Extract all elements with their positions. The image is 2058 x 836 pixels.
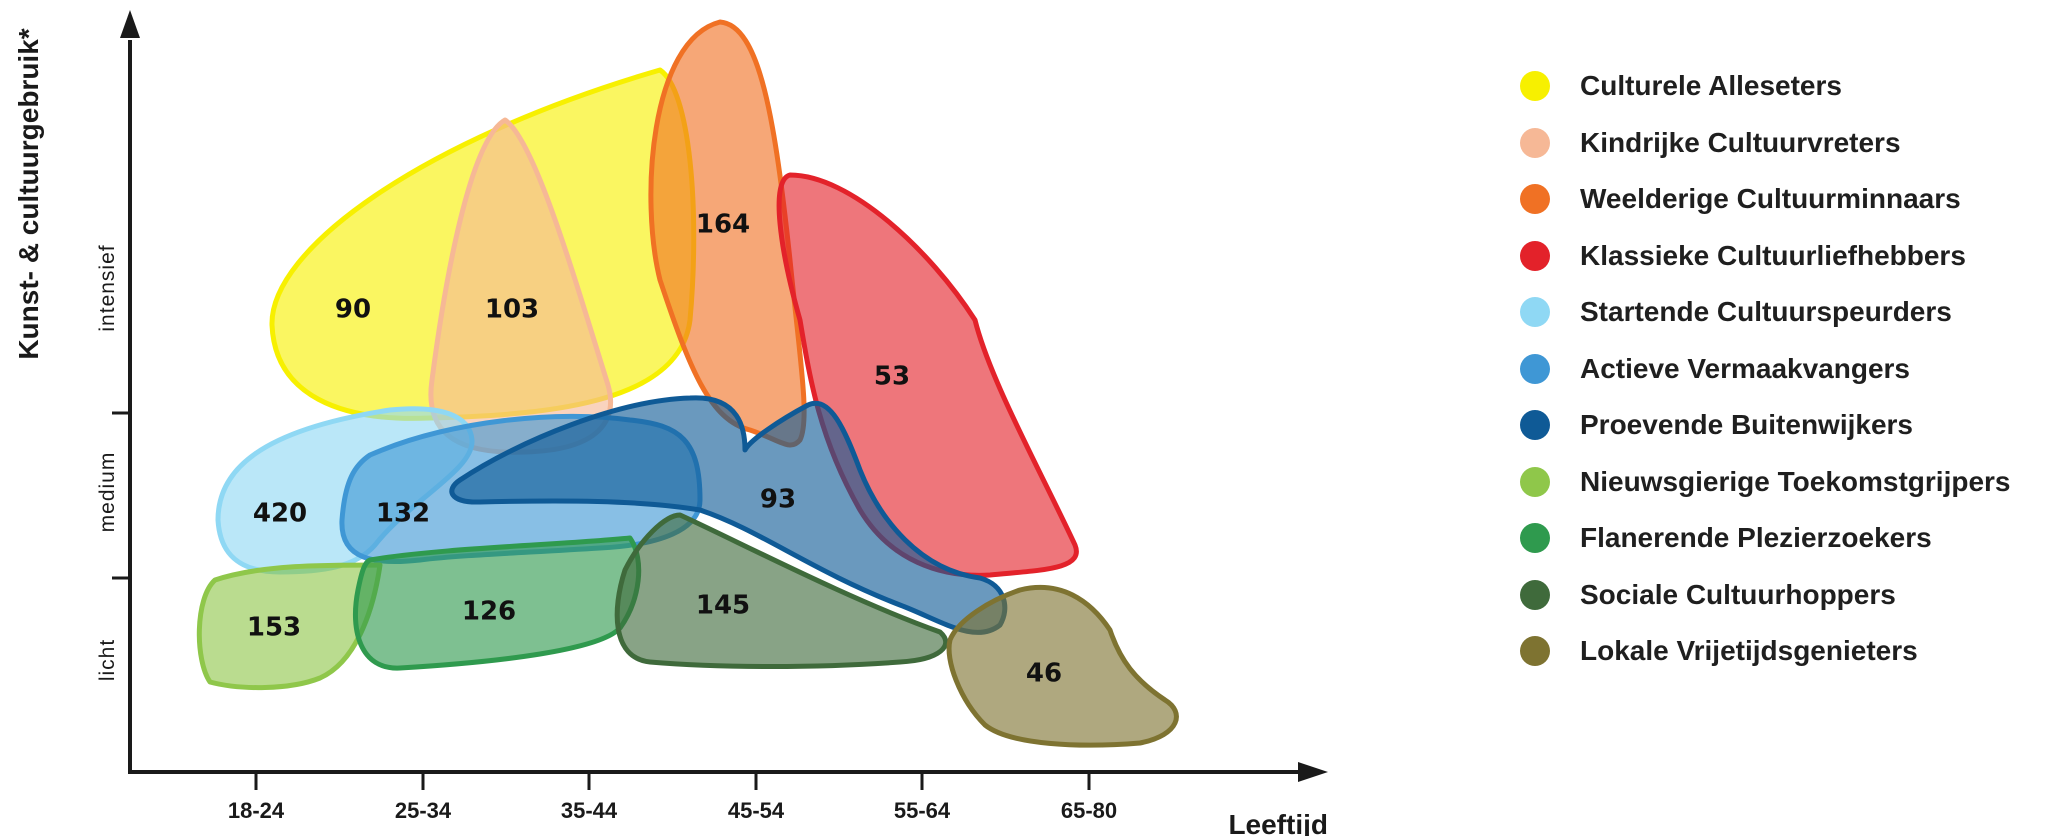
x-tick-label: 65-80 <box>1061 798 1117 823</box>
blob-proevende-buitenwijkers <box>449 395 1008 635</box>
legend-swatch <box>1520 579 1550 610</box>
blob-sociale-cultuurhoppers <box>614 512 949 669</box>
x-tick-label: 45-54 <box>728 798 785 823</box>
legend-swatch <box>1520 127 1550 158</box>
legend-swatch <box>1520 71 1550 102</box>
legend-label: Culturele Alleseters <box>1580 70 1842 102</box>
x-axis-title: Leeftijd <box>1228 809 1328 836</box>
x-axis-arrow <box>1298 762 1328 782</box>
legend-item: Flanerende Plezierzoekers <box>1518 510 2038 567</box>
label-weelderige-cultuurminnaars: 164 <box>696 210 750 240</box>
y-axis-title: Kunst- & cultuurgebruik* <box>13 28 44 359</box>
legend-item: Kindrijke Cultuurvreters <box>1518 115 2038 172</box>
legend-label: Lokale Vrijetijdsgenieters <box>1580 635 1918 667</box>
label-lokale-vrijetijdsgenieters: 46 <box>1026 659 1062 689</box>
legend-swatch <box>1520 184 1550 215</box>
y-axis-arrow <box>120 10 140 38</box>
axes: 18-24 25-34 35-44 45-54 55-64 65-80 lich… <box>13 10 1328 836</box>
legend-label: Sociale Cultuurhoppers <box>1580 578 1896 610</box>
legend-item: Weelderige Cultuurminnaars <box>1518 171 2038 228</box>
y-band-label-medium: medium <box>96 452 119 533</box>
label-nieuwsgierige-toekomstgrijpers: 153 <box>247 613 301 643</box>
legend-swatch <box>1520 240 1550 271</box>
legend-label: Actieve Vermaakvangers <box>1580 352 1910 384</box>
label-klassieke-cultuurliefhebbers: 53 <box>874 362 910 392</box>
x-tick-label: 55-64 <box>894 798 951 823</box>
y-band-label-intensief: intensief <box>96 244 119 331</box>
label-culturele-alleseters: 90 <box>335 295 371 325</box>
legend-label: Flanerende Plezierzoekers <box>1580 522 1932 554</box>
legend-item: Lokale Vrijetijdsgenieters <box>1518 623 2038 680</box>
blob-lokale-vrijetijdsgenieters <box>946 584 1179 748</box>
legend-swatch <box>1520 523 1550 554</box>
legend-item: Klassieke Cultuurliefhebbers <box>1518 228 2038 285</box>
legend-swatch <box>1520 466 1550 497</box>
y-band-label-licht: licht <box>96 639 119 681</box>
legend: Culturele Alleseters Kindrijke Cultuurvre… <box>1518 58 2038 680</box>
legend-label: Proevende Buitenwijkers <box>1580 409 1914 441</box>
legend-swatch <box>1520 636 1550 667</box>
label-actieve-vermaakvangers: 132 <box>376 499 430 529</box>
legend-item: Startende Cultuurspeurders <box>1518 284 2038 341</box>
legend-swatch <box>1520 410 1550 441</box>
legend-label: Nieuwsgierige Toekomstgrijpers <box>1580 465 2011 497</box>
legend-label: Startende Cultuurspeurders <box>1580 296 1952 328</box>
label-flanerende-plezierzoekers: 126 <box>462 597 516 627</box>
legend-item: Sociale Cultuurhoppers <box>1518 567 2038 624</box>
legend-swatch <box>1520 353 1550 384</box>
segment-diagram: 90 103 164 53 420 132 93 153 126 145 46 … <box>13 10 1328 836</box>
x-tick-label: 18-24 <box>228 798 285 823</box>
x-tick-label: 35-44 <box>561 798 618 823</box>
legend-item: Nieuwsgierige Toekomstgrijpers <box>1518 454 2038 511</box>
label-startende-cultuurspeurders: 420 <box>253 499 307 529</box>
legend-item: Culturele Alleseters <box>1518 58 2038 115</box>
x-tick-label: 25-34 <box>395 798 452 823</box>
legend-item: Actieve Vermaakvangers <box>1518 341 2038 398</box>
blob-nieuwsgierige-toekomstgrijpers <box>196 562 383 691</box>
legend-label: Weelderige Cultuurminnaars <box>1580 183 1961 215</box>
label-kindrijke-cultuurvreters: 103 <box>485 295 539 325</box>
legend-swatch <box>1520 297 1550 328</box>
legend-label: Kindrijke Cultuurvreters <box>1580 126 1901 158</box>
legend-item: Proevende Buitenwijkers <box>1518 397 2038 454</box>
label-proevende-buitenwijkers: 93 <box>760 485 796 515</box>
label-sociale-cultuurhoppers: 145 <box>696 591 750 621</box>
legend-label: Klassieke Cultuurliefhebbers <box>1580 239 1966 271</box>
blob-flanerende-plezierzoekers <box>353 535 642 671</box>
